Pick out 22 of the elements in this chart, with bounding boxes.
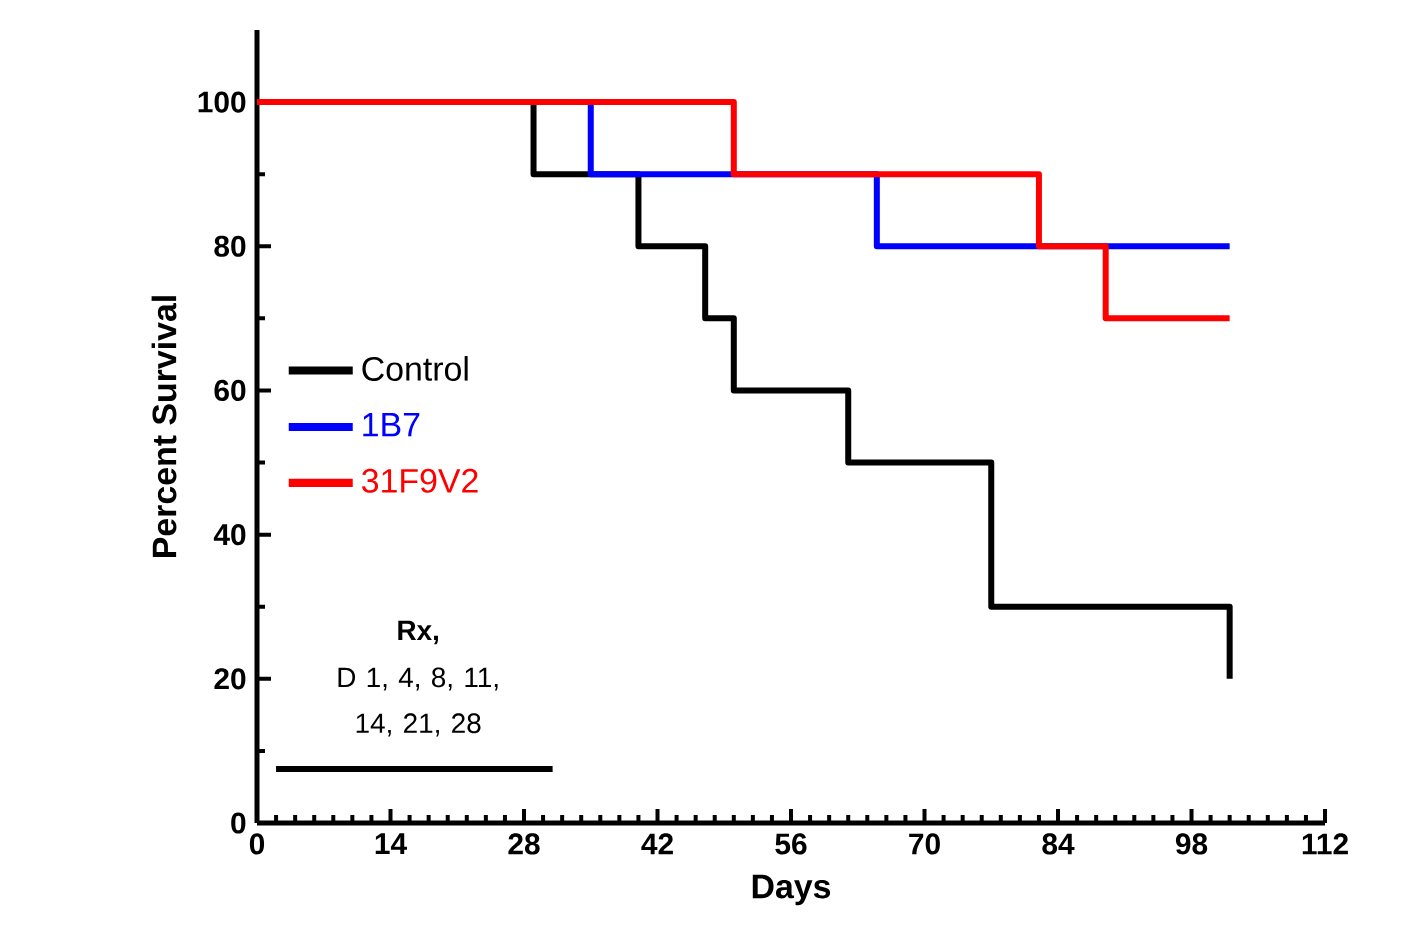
y-tick-label: 20 [214,668,246,690]
x-tick-label: 28 [508,833,540,855]
x-tick-label: 112 [1302,833,1348,855]
x-tick-label: 84 [1042,833,1075,855]
legend-label: 31F9V2 [362,468,478,493]
x-tick-label: 0 [249,833,265,855]
x-tick-label: 14 [375,833,407,854]
y-tick-label: 0 [231,812,246,834]
y-tick-label: 80 [214,235,246,257]
legend-label: Control [362,356,468,381]
x-tick-label: 56 [775,833,807,855]
y-tick-label: 100 [198,91,246,113]
x-tick-label: 42 [641,833,673,855]
x-axis-title: Days [752,874,831,906]
y-tick-label: 60 [214,379,246,402]
y-tick-label: 40 [213,524,246,546]
y-axis-title: Percent Survival [151,296,177,557]
x-tick-label: 98 [1175,833,1208,855]
x-tick-label: 70 [909,833,940,855]
legend-label: 1B7 [363,413,420,437]
annotation: D 1, 4, 8, 11, 14, 21, 28 [338,667,498,737]
annotation: Rx, [398,620,438,645]
